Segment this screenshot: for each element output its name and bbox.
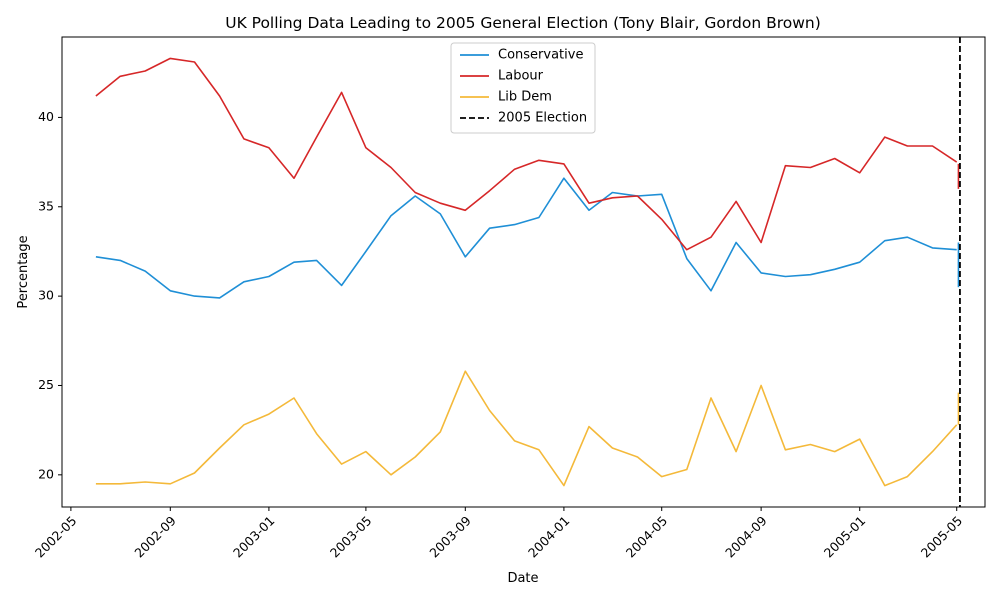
legend: Conservative Labour Lib Dem 2005 Election xyxy=(450,42,596,134)
y-tick-label: 20 xyxy=(38,466,54,481)
y-axis-ticks: 20 25 30 35 40 xyxy=(38,109,62,481)
legend-label: Lib Dem xyxy=(498,90,552,105)
plot-area xyxy=(95,37,961,507)
x-tick-label: 2003-05 xyxy=(327,513,375,561)
y-tick-label: 30 xyxy=(38,288,54,303)
y-tick-label: 25 xyxy=(38,377,54,392)
x-tick-label: 2003-01 xyxy=(230,513,278,561)
series-line-conservative xyxy=(95,177,957,299)
legend-label: Conservative xyxy=(498,48,583,63)
legend-box xyxy=(450,42,596,134)
x-tick-label: 2005-05 xyxy=(918,513,966,561)
x-tick-label: 2005-01 xyxy=(821,513,869,561)
series-line-lib-dem xyxy=(95,370,958,487)
x-tick-label: 2004-05 xyxy=(623,513,671,561)
x-axis-label: Date xyxy=(507,571,538,586)
y-axis-label: Percentage xyxy=(16,235,31,308)
legend-label: 2005 Election xyxy=(498,111,587,126)
x-tick-label: 2002-09 xyxy=(131,513,179,561)
plot-frame xyxy=(61,36,986,508)
series-line-labour xyxy=(95,57,958,251)
chart-title: UK Polling Data Leading to 2005 General … xyxy=(225,14,821,32)
legend-label: Labour xyxy=(498,69,544,84)
x-axis-ticks: 2002-05 2002-09 2003-01 2003-05 2003-09 2004-… xyxy=(32,507,965,561)
y-tick-label: 40 xyxy=(38,109,54,124)
y-tick-label: 35 xyxy=(38,198,54,213)
x-tick-label: 2003-09 xyxy=(426,513,474,561)
x-tick-label: 2004-01 xyxy=(525,513,573,561)
x-tick-label: 2002-05 xyxy=(32,513,80,561)
x-tick-label: 2004-09 xyxy=(722,513,770,561)
